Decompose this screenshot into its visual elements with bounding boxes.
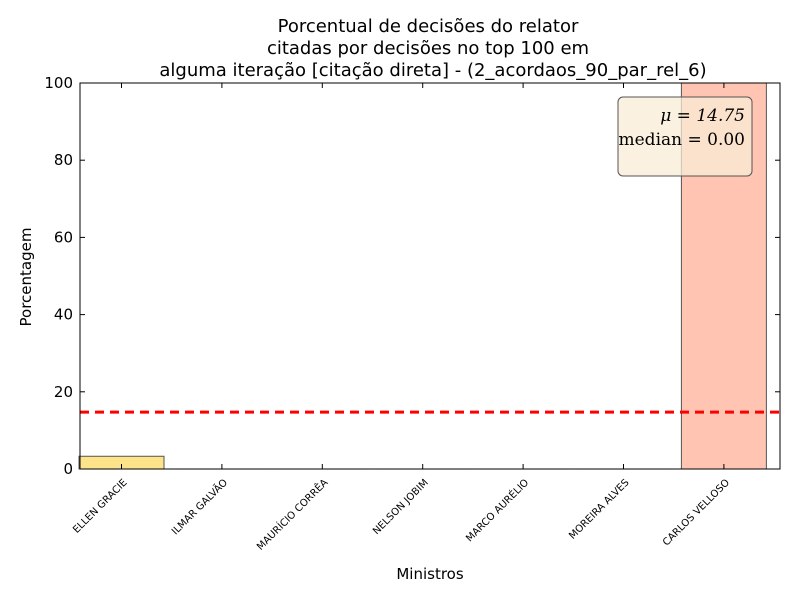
y-tick-label-5: 100 — [44, 74, 73, 92]
chart-title-line-3: alguma iteração [citação direta] - (2_ac… — [159, 60, 706, 81]
stats-box: μ = 14.75 median = 0.00 — [617, 96, 753, 177]
x-tick-label-3: NELSON JOBIM — [371, 477, 431, 537]
y-tick-label-1: 20 — [54, 383, 73, 401]
x-tick-label-0: ELLEN GRACIE — [71, 477, 129, 535]
plot-area-frame — [79, 82, 781, 470]
y-tick-label-0: 0 — [63, 460, 73, 478]
y-tick-label-2: 40 — [54, 306, 73, 324]
x-tick-label-5: MOREIRA ALVES — [567, 477, 631, 541]
stats-box-background — [617, 96, 753, 177]
x-tick-label-6: CARLOS VELLOSO — [661, 477, 732, 548]
y-tick-label-3: 60 — [54, 228, 73, 246]
x-tick-label-1: ILMAR GALVÃO — [169, 476, 231, 538]
x-axis-label: Ministros — [396, 565, 463, 583]
y-tick-label-4: 80 — [54, 151, 73, 169]
y-axis-label: Porcentagem — [17, 228, 35, 327]
chart-title-line-1: Porcentual de decisões do relator — [278, 16, 579, 37]
x-tick-label-4: MARCO AURÉLIO — [463, 476, 532, 545]
x-tick-label-2: MAURÍCIO CORRÊA — [254, 476, 331, 553]
stats-mean: μ = 14.75 — [660, 106, 745, 126]
stats-median: median = 0.00 — [619, 130, 746, 150]
chart-title-line-2: citadas por decisões no top 100 em — [267, 38, 589, 59]
